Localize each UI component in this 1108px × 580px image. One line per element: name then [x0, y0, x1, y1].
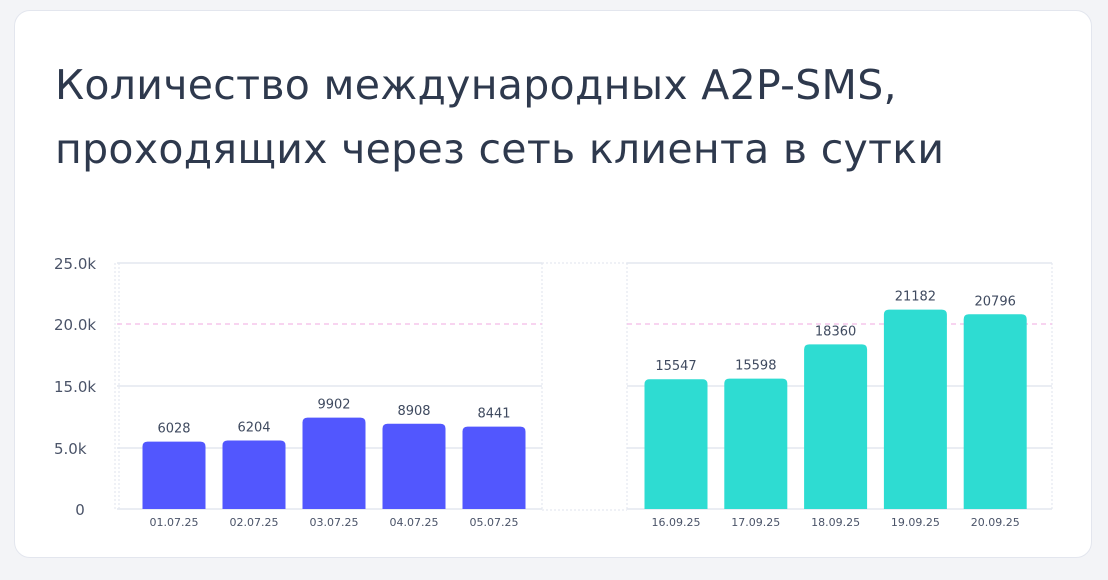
- bar: [883, 309, 947, 509]
- x-tick-label: 01.07.25: [150, 516, 199, 529]
- bar: [222, 440, 286, 509]
- x-tick-label: 03.07.25: [310, 516, 359, 529]
- data-label: 15598: [735, 359, 776, 374]
- data-label: 6028: [157, 422, 190, 437]
- bar: [302, 417, 366, 509]
- y-tick-label: 25.0k: [54, 255, 96, 273]
- x-tick-label: 18.09.25: [811, 516, 860, 529]
- x-tick-label: 16.09.25: [652, 516, 701, 529]
- data-label: 8908: [397, 404, 430, 419]
- bar: [382, 423, 446, 509]
- title-line-2: проходящих через сеть клиента в сутки: [55, 125, 945, 173]
- bar: [462, 426, 526, 509]
- chart-title: Количество международных A2P-SMS, проход…: [55, 53, 944, 181]
- bar: [963, 314, 1027, 509]
- y-tick-label: 0: [75, 501, 85, 519]
- data-label: 9902: [317, 398, 350, 413]
- x-tick-label: 17.09.25: [731, 516, 780, 529]
- title-line-1: Количество международных A2P-SMS,: [55, 61, 897, 109]
- data-label: 15547: [655, 359, 696, 374]
- data-label: 20796: [975, 294, 1016, 309]
- y-tick-label: 5.0k: [54, 440, 87, 458]
- bar: [142, 441, 206, 509]
- bar: [804, 344, 868, 509]
- y-tick-label: 20.0k: [54, 316, 96, 334]
- data-label: 21182: [895, 290, 936, 305]
- data-label: 6204: [237, 421, 270, 436]
- x-tick-label: 04.07.25: [390, 516, 439, 529]
- data-label: 8441: [477, 407, 510, 422]
- x-tick-label: 05.07.25: [470, 516, 519, 529]
- data-label: 18360: [815, 324, 856, 339]
- x-tick-label: 20.09.25: [971, 516, 1020, 529]
- bar: [644, 379, 708, 509]
- x-tick-label: 02.07.25: [230, 516, 279, 529]
- x-tick-label: 19.09.25: [891, 516, 940, 529]
- bar: [724, 378, 788, 509]
- y-tick-label: 15.0k: [54, 378, 96, 396]
